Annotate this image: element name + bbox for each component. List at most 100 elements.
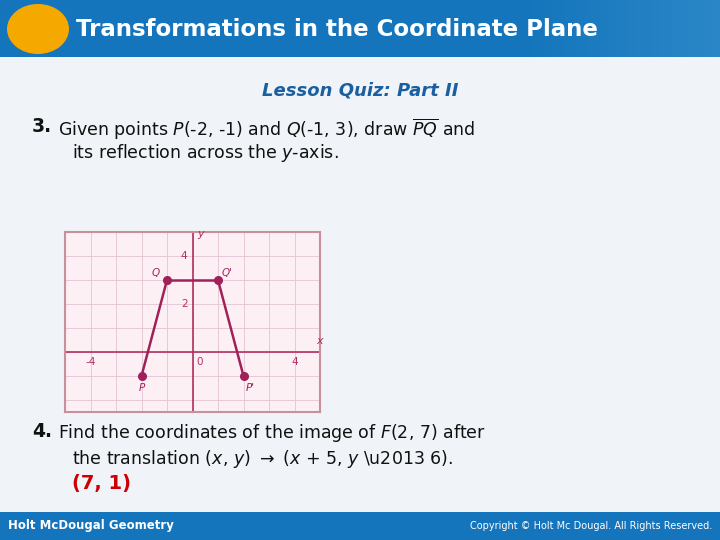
Bar <box>656 0 657 57</box>
Bar <box>673 0 674 57</box>
Bar <box>599 0 600 57</box>
Bar <box>550 0 551 57</box>
Bar <box>690 0 691 57</box>
Text: P: P <box>138 383 145 393</box>
Bar <box>597 0 598 57</box>
Bar <box>671 0 672 57</box>
Bar <box>648 0 649 57</box>
Bar <box>691 0 692 57</box>
Bar <box>560 0 561 57</box>
Bar <box>678 0 679 57</box>
Bar <box>604 0 605 57</box>
Bar <box>614 0 615 57</box>
Bar <box>609 0 610 57</box>
Bar <box>542 0 543 57</box>
Bar <box>674 0 675 57</box>
Bar <box>698 0 699 57</box>
Bar <box>625 0 626 57</box>
Bar <box>687 0 688 57</box>
Bar <box>534 0 535 57</box>
Bar <box>619 0 620 57</box>
Bar <box>719 0 720 57</box>
Bar <box>591 0 592 57</box>
Bar <box>522 0 523 57</box>
Bar <box>567 0 568 57</box>
Bar <box>608 0 609 57</box>
Bar <box>662 0 663 57</box>
Bar <box>700 0 701 57</box>
Text: Find the coordinates of the image of $F$(2, 7) after: Find the coordinates of the image of $F$… <box>58 422 486 444</box>
Bar <box>699 0 700 57</box>
Bar <box>592 0 593 57</box>
Bar <box>521 0 522 57</box>
Bar <box>666 0 667 57</box>
Text: Given points $P$(-2, -1) and $Q$(-1, 3), draw $\overline{PQ}$ and: Given points $P$(-2, -1) and $Q$(-1, 3),… <box>58 117 475 143</box>
Text: 2: 2 <box>181 299 187 309</box>
Text: x: x <box>317 336 323 346</box>
Bar <box>697 0 698 57</box>
Bar <box>605 0 606 57</box>
Bar <box>681 0 682 57</box>
Bar <box>607 0 608 57</box>
Bar <box>610 0 611 57</box>
Bar <box>568 0 569 57</box>
Bar <box>616 0 617 57</box>
Bar <box>564 0 565 57</box>
Bar <box>694 0 695 57</box>
Bar <box>526 0 527 57</box>
Bar <box>553 0 554 57</box>
Bar <box>540 0 541 57</box>
Bar <box>532 0 533 57</box>
Bar <box>570 0 571 57</box>
Text: 4: 4 <box>181 251 187 261</box>
Text: 4: 4 <box>291 357 298 367</box>
Bar <box>657 0 658 57</box>
Bar <box>651 0 652 57</box>
Bar <box>593 0 594 57</box>
Bar <box>563 0 564 57</box>
Bar <box>548 0 549 57</box>
Bar <box>659 0 660 57</box>
Bar <box>631 0 632 57</box>
Bar <box>555 0 556 57</box>
Bar <box>679 0 680 57</box>
Text: 0: 0 <box>197 357 203 367</box>
Bar <box>535 0 536 57</box>
Bar <box>531 0 532 57</box>
Text: (7, 1): (7, 1) <box>72 474 131 493</box>
Text: Holt McDougal Geometry: Holt McDougal Geometry <box>8 519 174 532</box>
Bar <box>533 0 534 57</box>
Bar <box>576 0 577 57</box>
Bar <box>645 0 646 57</box>
Text: Transformations in the Coordinate Plane: Transformations in the Coordinate Plane <box>76 17 598 40</box>
Bar <box>556 0 557 57</box>
Bar <box>675 0 676 57</box>
Bar <box>596 0 597 57</box>
Bar <box>695 0 696 57</box>
Bar <box>574 0 575 57</box>
Bar <box>712 0 713 57</box>
Bar <box>686 0 687 57</box>
Bar <box>587 0 588 57</box>
Ellipse shape <box>7 4 69 54</box>
Bar <box>606 0 607 57</box>
Text: Q': Q' <box>222 268 233 278</box>
Bar <box>709 0 710 57</box>
Bar <box>684 0 685 57</box>
Text: 4.: 4. <box>32 422 52 441</box>
Bar <box>640 0 641 57</box>
Bar <box>523 0 524 57</box>
Bar <box>644 0 645 57</box>
Bar <box>665 0 666 57</box>
Bar <box>639 0 640 57</box>
Bar <box>638 0 639 57</box>
Bar <box>641 0 642 57</box>
Bar <box>630 0 631 57</box>
Bar <box>715 0 716 57</box>
Text: its reflection across the $y$-axis.: its reflection across the $y$-axis. <box>72 142 338 164</box>
Text: Q: Q <box>151 268 159 278</box>
Bar <box>578 0 579 57</box>
Bar <box>579 0 580 57</box>
Bar <box>685 0 686 57</box>
Bar <box>628 0 629 57</box>
